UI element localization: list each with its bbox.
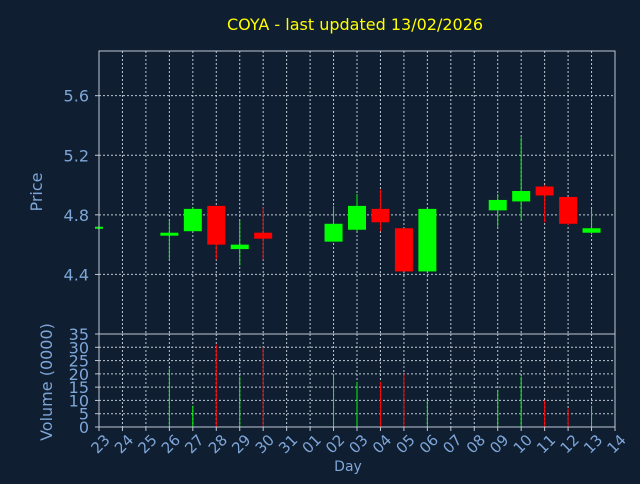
chart-title: COYA - last updated 13/02/2026 bbox=[227, 15, 483, 34]
x-tick-label: 27 bbox=[181, 431, 207, 457]
x-tick-label: 24 bbox=[111, 431, 137, 457]
x-tick-label: 31 bbox=[275, 431, 301, 457]
candle-body bbox=[254, 232, 273, 239]
candle-body bbox=[371, 208, 390, 223]
candle-body bbox=[183, 208, 202, 232]
x-tick-label: 11 bbox=[533, 431, 559, 457]
x-tick-label: 01 bbox=[299, 431, 325, 457]
volume-tick-label: 35 bbox=[69, 325, 89, 344]
candle-body bbox=[394, 228, 413, 272]
x-tick-label: 09 bbox=[486, 431, 512, 457]
candle-body bbox=[207, 205, 226, 245]
volume-bars bbox=[168, 344, 593, 427]
price-tick-label: 5.6 bbox=[64, 87, 89, 106]
price-tick-label: 4.8 bbox=[64, 206, 89, 225]
price-tick-label: 4.4 bbox=[64, 265, 89, 284]
x-tick-label: 29 bbox=[228, 431, 254, 457]
candle-body bbox=[230, 244, 249, 250]
x-tick-label: 06 bbox=[416, 431, 442, 457]
candle-body bbox=[512, 191, 531, 202]
candle-body bbox=[418, 208, 437, 272]
x-tick-label: 14 bbox=[604, 431, 630, 457]
x-tick-label: 04 bbox=[369, 431, 395, 457]
x-tick-label: 25 bbox=[134, 431, 160, 457]
x-tick-label: 05 bbox=[392, 431, 418, 457]
volume-axis-label: Volume (0000) bbox=[37, 323, 56, 441]
x-tick-label: 28 bbox=[205, 431, 231, 457]
x-tick-label: 10 bbox=[510, 431, 536, 457]
x-tick-label: 30 bbox=[252, 431, 278, 457]
price-y-ticks: 4.4 4.8 5.2 5.6 bbox=[64, 87, 99, 284]
candle-body bbox=[160, 232, 179, 236]
x-tick-label: 02 bbox=[322, 431, 348, 457]
volume-tick-label: 20 bbox=[69, 365, 89, 384]
candle-body bbox=[559, 196, 578, 224]
volume-tick-label: 15 bbox=[69, 378, 89, 397]
price-axis-label: Price bbox=[27, 172, 46, 211]
price-tick-label: 5.2 bbox=[64, 146, 89, 165]
candle-body bbox=[348, 205, 366, 230]
x-tick-label: 23 bbox=[88, 431, 114, 457]
x-tick-label: 07 bbox=[439, 431, 465, 457]
candle-body bbox=[535, 186, 554, 196]
volume-tick-label: 5 bbox=[79, 405, 89, 424]
x-tick-label: 03 bbox=[346, 431, 372, 457]
x-tick-label: 08 bbox=[463, 431, 489, 457]
volume-tick-label: 0 bbox=[79, 418, 89, 437]
x-tick-label: 26 bbox=[158, 431, 184, 457]
candle-body bbox=[324, 223, 343, 242]
x-tick-label: 13 bbox=[580, 431, 606, 457]
x-axis-label: Day bbox=[334, 459, 362, 475]
volume-tick-label: 10 bbox=[69, 391, 89, 410]
price-candles bbox=[95, 137, 601, 272]
price-panel: 4.4 4.8 5.2 5.6 Price bbox=[27, 50, 616, 335]
candle-body bbox=[582, 228, 601, 233]
x-axis-ticks: 2324252627282930310102030405060708091011… bbox=[88, 427, 630, 457]
volume-tick-label: 25 bbox=[69, 352, 89, 371]
candle-body bbox=[488, 199, 507, 211]
volume-tick-label: 30 bbox=[69, 338, 89, 357]
x-tick-label: 12 bbox=[557, 431, 583, 457]
